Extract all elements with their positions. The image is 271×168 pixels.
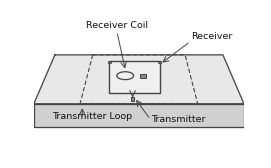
Bar (109, 61, 160, 93)
Text: Receiver Coil: Receiver Coil (86, 21, 148, 30)
Bar (140, 74, 146, 78)
Bar (158, 61, 161, 63)
Polygon shape (34, 104, 244, 128)
Text: Transmitter Loop: Transmitter Loop (52, 112, 132, 121)
Polygon shape (34, 55, 244, 104)
Text: Receiver: Receiver (191, 32, 233, 41)
Text: Transmitter: Transmitter (151, 115, 206, 124)
Bar (131, 97, 134, 101)
Bar (108, 61, 111, 63)
